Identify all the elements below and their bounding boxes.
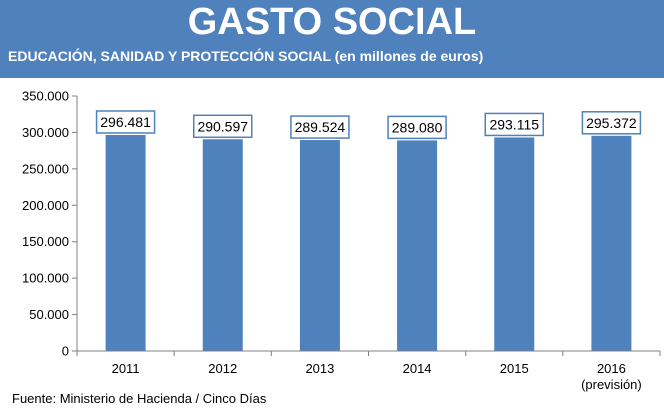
bar (202, 139, 243, 351)
y-tick-label: 300.000 (22, 125, 69, 140)
data-label-box (193, 114, 253, 139)
bar (299, 140, 340, 351)
bars: 296.481 290.597 289.524 289.080 293.115 295.3… (95, 110, 642, 351)
data-label-box (95, 110, 156, 134)
data-label: 289.080 (392, 119, 443, 135)
x-tick-sublabel: (previsión) (581, 377, 642, 392)
x-tick-label: 2014 (403, 361, 432, 376)
bar (494, 137, 535, 351)
data-label: 296.481 (100, 114, 151, 130)
x-tick-label: 2012 (208, 361, 237, 376)
x-axis: 2011 2012 2013 2014 2015 2016(previsión) (76, 350, 661, 392)
y-tick-label: 150.000 (22, 234, 69, 249)
y-axis: 0 50.000 100.000 150.000 200.000 250.000 300.0… (22, 89, 78, 359)
x-tick-label: 2013 (305, 361, 334, 376)
x-tick-label: 2015 (500, 361, 529, 376)
source-note: Fuente: Ministerio de Hacienda / Cinco D… (12, 391, 267, 406)
data-label: 295.372 (586, 115, 637, 131)
y-tick-label: 100.000 (22, 271, 69, 286)
y-tick-label: 0 (62, 344, 69, 359)
data-label-box (484, 112, 544, 137)
bar (105, 134, 146, 351)
y-tick-label: 50.000 (29, 307, 69, 322)
data-label-box (581, 111, 642, 135)
x-tick-label: 2016 (597, 361, 626, 376)
data-label-box (290, 115, 350, 139)
data-label: 293.115 (489, 116, 539, 132)
header-banner: GASTO SOCIAL EDUCACIÓN, SANIDAD Y PROTEC… (0, 0, 664, 78)
y-tick-label: 350.000 (22, 89, 69, 104)
data-label: 290.597 (197, 118, 248, 134)
y-tick-label: 200.000 (22, 198, 69, 213)
bar-chart: 0 50.000 100.000 150.000 200.000 250.000 300.0… (22, 89, 661, 392)
data-label-box (387, 115, 447, 140)
bar (591, 135, 632, 351)
chart-title: GASTO SOCIAL (187, 1, 477, 43)
x-tick-label: 2011 (112, 361, 140, 376)
chart-subtitle: EDUCACIÓN, SANIDAD Y PROTECCIÓN SOCIAL (… (8, 48, 484, 64)
data-label: 289.524 (295, 119, 346, 135)
bar (397, 140, 438, 351)
y-tick-label: 250.000 (22, 161, 69, 176)
